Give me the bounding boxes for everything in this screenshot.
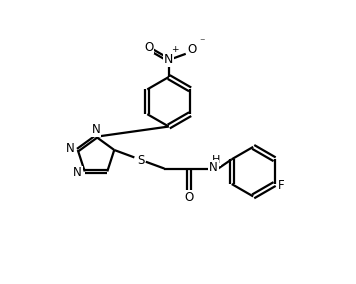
- Text: +: +: [171, 45, 179, 54]
- Text: ⁻: ⁻: [199, 37, 205, 47]
- Text: O: O: [184, 191, 194, 204]
- Text: S: S: [137, 154, 144, 167]
- Text: N: N: [209, 161, 218, 174]
- Text: N: N: [164, 53, 173, 66]
- Text: N: N: [66, 142, 75, 155]
- Text: F: F: [278, 179, 285, 192]
- Text: O: O: [144, 41, 153, 53]
- Text: H: H: [212, 155, 220, 165]
- Text: N: N: [91, 124, 100, 136]
- Text: O: O: [187, 43, 197, 56]
- Text: N: N: [73, 166, 82, 179]
